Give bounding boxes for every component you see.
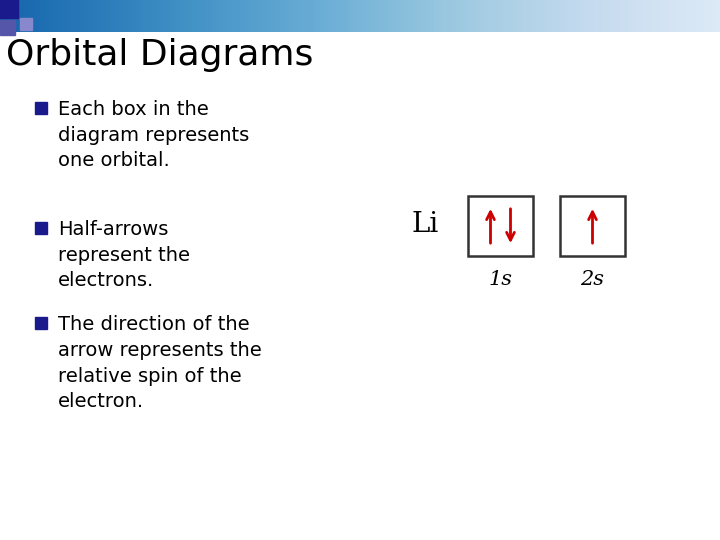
Text: Half-arrows
represent the
electrons.: Half-arrows represent the electrons. [58,220,190,291]
Text: 1s: 1s [488,270,513,289]
Text: Each box in the
diagram represents
one orbital.: Each box in the diagram represents one o… [58,100,249,171]
Text: The direction of the
arrow represents the
relative spin of the
electron.: The direction of the arrow represents th… [58,315,262,411]
Bar [468,196,533,256]
Bar [0,20,15,35]
Bar [35,317,47,329]
Bar [560,196,625,256]
Text: Li: Li [411,212,438,239]
Bar [0,0,18,18]
Bar [35,222,47,234]
Bar [35,102,47,114]
Bar [20,18,32,30]
Text: 2s: 2s [580,270,605,289]
Text: Orbital Diagrams: Orbital Diagrams [6,38,313,72]
